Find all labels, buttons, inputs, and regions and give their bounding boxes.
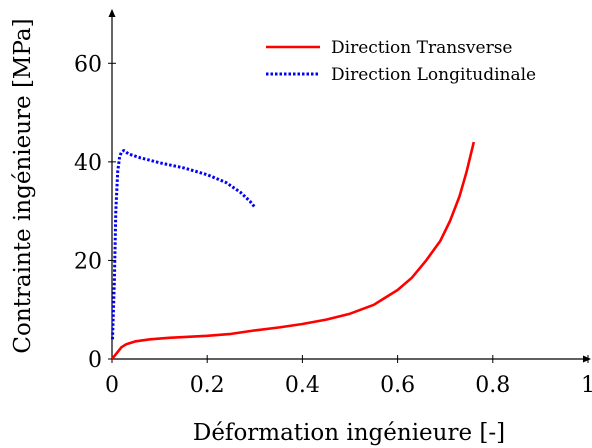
y-tick-label: 0 [88,348,102,373]
x-tick-label: 0.4 [285,373,320,398]
x-tick-label: 0.6 [380,373,415,398]
y-tick-label: 40 [74,151,102,176]
legend-label-1: Direction Transverse [331,38,512,58]
x-axis-title: Déformation ingénieure [-] [193,420,505,446]
x-tick-label: 0.2 [190,373,225,398]
x-tick-label: 1 [581,373,592,398]
x-tick-label: 0.8 [475,373,510,398]
legend-label-2: Direction Longitudinale [331,65,536,85]
series-line-1 [110,141,476,360]
y-tick-label: 60 [74,52,102,77]
y-axis-title: Contrainte ingénieure [MPa] [10,18,36,353]
axes [108,9,591,363]
ticks: 0 0.2 0.4 0.6 0.8 1 0 20 40 60 [74,52,592,398]
y-tick-label: 20 [74,249,102,274]
legend: Direction Transverse Direction Longitudin… [266,38,536,85]
x-tick-label: 0 [105,373,119,398]
series-layer [110,141,476,360]
series-line-2 [111,149,256,340]
